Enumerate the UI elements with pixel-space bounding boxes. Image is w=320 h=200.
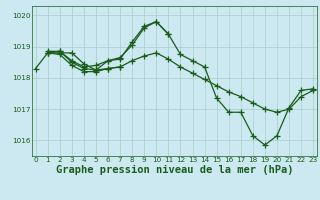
X-axis label: Graphe pression niveau de la mer (hPa): Graphe pression niveau de la mer (hPa) xyxy=(56,165,293,175)
